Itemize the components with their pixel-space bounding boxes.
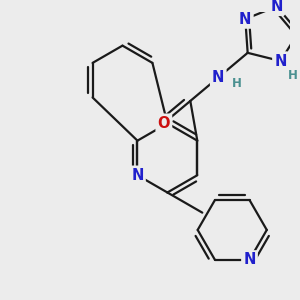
Text: N: N: [131, 168, 144, 183]
Text: N: N: [271, 0, 283, 14]
Text: N: N: [212, 70, 224, 85]
Text: O: O: [158, 116, 170, 131]
Text: H: H: [288, 69, 298, 82]
Text: N: N: [239, 12, 251, 27]
Text: H: H: [232, 77, 242, 90]
Text: N: N: [243, 252, 256, 267]
Text: N: N: [274, 53, 287, 68]
